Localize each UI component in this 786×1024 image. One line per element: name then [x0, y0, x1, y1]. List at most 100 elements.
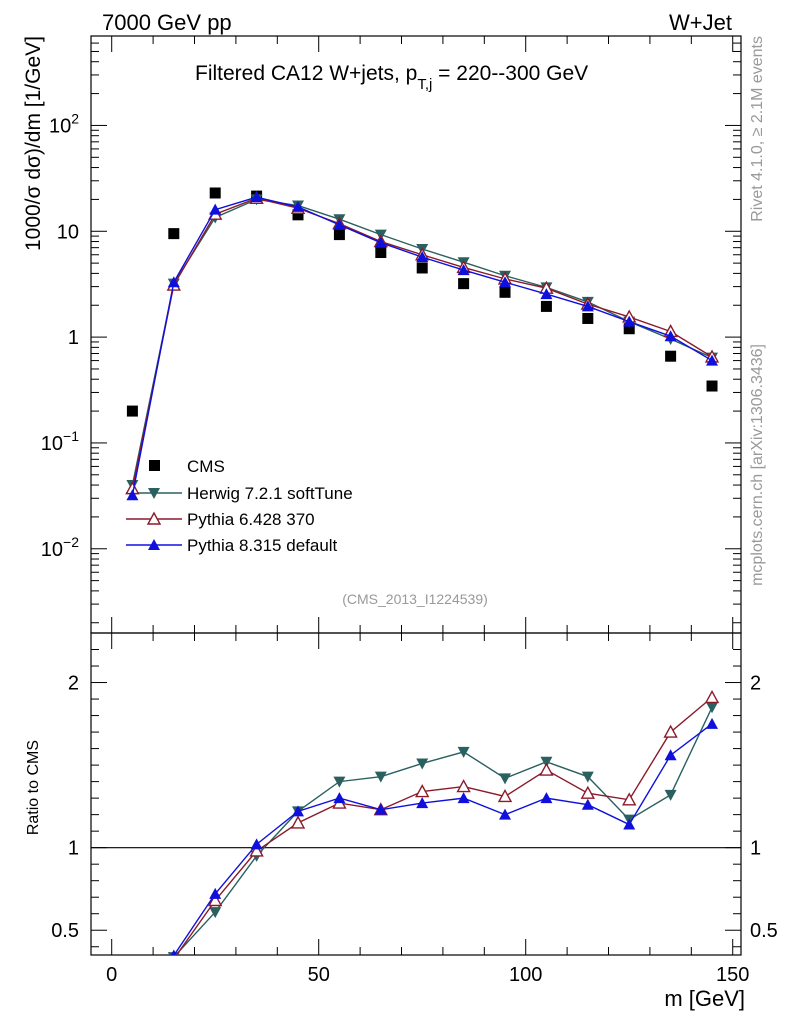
chart-title-sub: T,j [417, 76, 432, 93]
legend-marker-pythia6 [146, 511, 162, 525]
ratio-point [333, 792, 346, 804]
data-point [168, 228, 180, 240]
ratio-point [580, 785, 595, 799]
data-point [499, 276, 512, 288]
header-left: 7000 GeV pp [102, 10, 232, 35]
data-point [374, 236, 387, 248]
ratio-tick-label-right: 1 [750, 838, 761, 860]
chart-title: Filtered CA12 W+jets, pT,j = 220--300 Ge… [195, 62, 588, 93]
ratio-point [170, 949, 177, 955]
ratio-point [664, 749, 677, 761]
legend-label-herwig: Herwig 7.2.1 softTune [187, 484, 353, 503]
series-layer [125, 187, 720, 987]
data-point [167, 276, 180, 288]
ratio-line [174, 707, 713, 955]
data-point [375, 247, 387, 259]
data-point [706, 380, 718, 392]
x-axis-label: m [GeV] [664, 986, 745, 1011]
ratio-point [539, 762, 554, 776]
ratio-point [706, 717, 719, 729]
ratio-point [581, 771, 594, 783]
ratio-point [457, 746, 470, 758]
series-line [131, 196, 713, 496]
ratio-tick-label: 0.5 [51, 920, 79, 942]
ratio-point [416, 797, 429, 809]
data-point [623, 315, 636, 327]
data-point [665, 350, 677, 362]
legend-marker-cms [149, 460, 160, 471]
rivet-version-text: Rivet 4.1.0, ≥ 2.1M events [749, 36, 766, 222]
data-point [333, 218, 346, 230]
y-tick-label: 10−2 [41, 534, 79, 561]
mcplots-credit-text: mcplots.cern.ch [arXiv:1306.3436] [749, 344, 766, 586]
ratio-point [415, 784, 430, 798]
y-tick-label: 102 [49, 110, 79, 137]
header-right: W+Jet [669, 10, 732, 35]
ratio-point [581, 798, 594, 810]
data-point [458, 278, 470, 290]
ratio-point [540, 792, 553, 804]
data-point [209, 203, 222, 215]
ratio-point [292, 805, 305, 817]
data-point [457, 264, 470, 276]
data-point [582, 312, 594, 324]
legend-label-pythia6: Pythia 6.428 370 [187, 510, 315, 529]
ratio-point [209, 907, 222, 919]
ratio-plot-frame [90, 632, 742, 956]
data-point [126, 489, 139, 501]
legend-marker-pythia8 [148, 539, 160, 550]
ratio-point [250, 838, 263, 850]
ratio-point [416, 758, 429, 770]
x-tick-label: 50 [308, 964, 330, 986]
data-point [581, 300, 594, 312]
chart-title-post: = 220--300 GeV [432, 62, 588, 85]
ratio-point [333, 776, 346, 788]
data-point [416, 251, 429, 263]
ratio-line [175, 696, 713, 955]
ratio-point [290, 815, 306, 829]
axis-ticks: 0 50 100 150 102 10 1 10−1 10−2 2 2 1 1 0.5 0.5 [41, 35, 778, 986]
data-point [540, 300, 552, 312]
series-line [131, 197, 713, 489]
ratio-point [622, 792, 637, 806]
ratio-point [704, 689, 720, 704]
ratio-point [497, 789, 513, 803]
ratio-point [456, 779, 471, 793]
data-point [540, 288, 553, 300]
y-tick-label: 10 [57, 221, 79, 243]
legend: CMS Herwig 7.2.1 softTune Pythia 6.428 3… [126, 457, 353, 555]
ratio-point [208, 893, 223, 907]
ratio-point [706, 702, 719, 714]
ratio-series-1 [167, 702, 719, 955]
ratio-point [209, 887, 222, 899]
ratio-point [499, 773, 512, 785]
x-tick-label: 0 [106, 964, 117, 986]
series-3 [126, 191, 719, 501]
legend-label-pythia8: Pythia 8.315 default [187, 536, 338, 555]
ratio-point [664, 789, 677, 801]
y-axis-label: 1000/σ dσ)/dm [1/GeV] [22, 36, 45, 251]
data-point [292, 209, 304, 221]
series-line [131, 198, 713, 486]
series-1 [126, 194, 719, 492]
ratio-point [126, 976, 138, 987]
legend-label-cms: CMS [187, 457, 225, 476]
ratio-tick-label: 2 [68, 673, 79, 695]
ratio-point [623, 818, 636, 830]
data-point [126, 405, 138, 417]
ratio-series-3 [170, 717, 719, 955]
data-point [292, 200, 305, 212]
ratio-tick-label: 1 [68, 838, 79, 860]
ratio-point [457, 792, 470, 804]
data-point [333, 229, 345, 241]
ratio-point [374, 803, 387, 815]
ratio-point [663, 724, 678, 738]
data-point [209, 187, 221, 199]
chart-title-pre: Filtered CA12 W+jets, p [195, 62, 417, 85]
data-point [416, 262, 428, 274]
ratio-point [249, 843, 264, 857]
ratio-tick-label-right: 0.5 [750, 920, 778, 942]
legend-marker-herwig [148, 488, 160, 499]
y-tick-label: 10−1 [41, 428, 79, 455]
